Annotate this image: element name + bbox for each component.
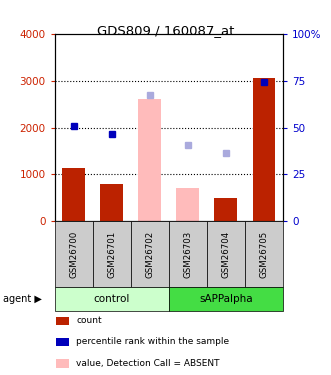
Text: count: count [76, 316, 102, 325]
Text: GSM26705: GSM26705 [260, 230, 268, 278]
Text: value, Detection Call = ABSENT: value, Detection Call = ABSENT [76, 359, 220, 368]
Text: GSM26702: GSM26702 [145, 230, 154, 278]
Text: sAPPalpha: sAPPalpha [199, 294, 253, 304]
Bar [214, 198, 237, 221]
Bar [100, 184, 123, 221]
Text: GSM26704: GSM26704 [221, 230, 230, 278]
Text: control: control [94, 294, 130, 304]
Text: GDS809 / 160087_at: GDS809 / 160087_at [97, 24, 234, 38]
Text: GSM26700: GSM26700 [69, 230, 78, 278]
Text: GSM26703: GSM26703 [183, 230, 192, 278]
Bar [176, 188, 199, 221]
Bar [253, 78, 275, 221]
Bar [138, 99, 161, 221]
Bar [62, 168, 85, 221]
Text: percentile rank within the sample: percentile rank within the sample [76, 338, 229, 346]
Text: GSM26701: GSM26701 [107, 230, 116, 278]
Text: agent ▶: agent ▶ [3, 294, 42, 304]
